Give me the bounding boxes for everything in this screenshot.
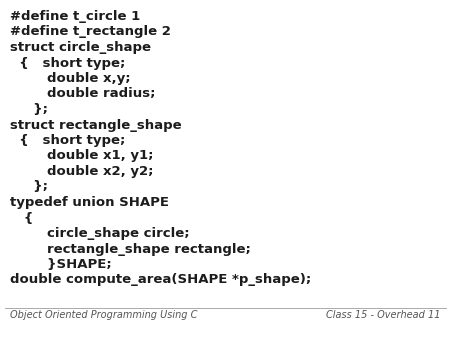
Text: double x2, y2;: double x2, y2; [10,165,153,178]
Text: typedef union SHAPE: typedef union SHAPE [10,196,169,209]
Text: {   short type;: { short type; [10,56,126,70]
Text: double radius;: double radius; [10,88,156,100]
Text: struct circle_shape: struct circle_shape [10,41,151,54]
Text: struct rectangle_shape: struct rectangle_shape [10,119,182,131]
Text: };: }; [10,103,48,116]
Text: }SHAPE;: }SHAPE; [10,258,112,271]
Text: {   short type;: { short type; [10,134,126,147]
Text: double compute_area(SHAPE *p_shape);: double compute_area(SHAPE *p_shape); [10,273,311,287]
Text: #define t_rectangle 2: #define t_rectangle 2 [10,25,171,39]
Text: rectangle_shape rectangle;: rectangle_shape rectangle; [10,242,251,256]
Text: Object Oriented Programming Using C: Object Oriented Programming Using C [10,310,198,320]
Text: Class 15 - Overhead 11: Class 15 - Overhead 11 [325,310,440,320]
Text: #define t_circle 1: #define t_circle 1 [10,10,140,23]
Text: };: }; [10,180,48,193]
Text: double x1, y1;: double x1, y1; [10,149,153,163]
Text: circle_shape circle;: circle_shape circle; [10,227,189,240]
Text: {: { [10,212,33,224]
Text: double x,y;: double x,y; [10,72,130,85]
